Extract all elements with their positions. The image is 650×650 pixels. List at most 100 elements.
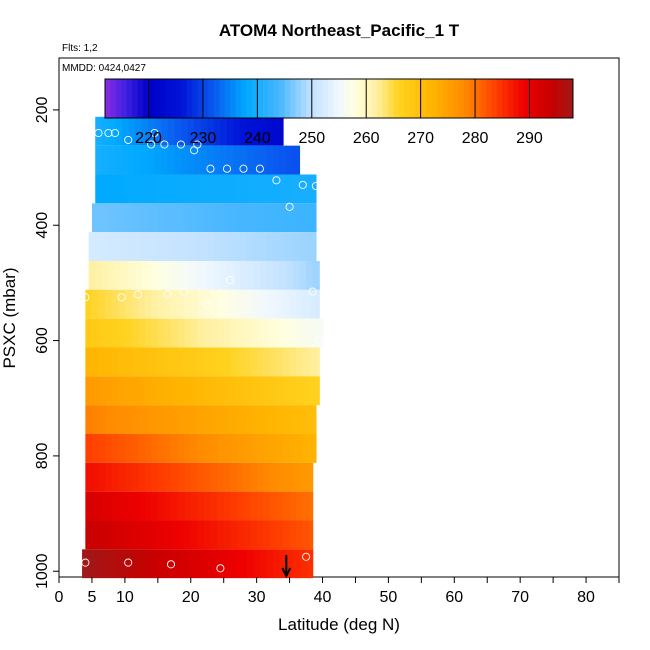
heatmap-cell: [177, 491, 185, 521]
heatmap-cell: [279, 549, 287, 579]
heatmap-cell: [95, 549, 103, 579]
heatmap-cell: [190, 433, 198, 463]
heatmap-cell: [167, 232, 175, 261]
heatmap-cell: [220, 549, 228, 579]
heatmap-cell: [138, 318, 146, 348]
heatmap-cell: [111, 462, 119, 492]
down-arrow-icon: [281, 567, 292, 579]
heatmap-cell: [286, 549, 294, 579]
heatmap-cell: [174, 232, 182, 261]
heatmap-cell: [213, 116, 222, 146]
heatmap-cell: [250, 203, 258, 233]
heatmap-cell: [269, 520, 278, 550]
heatmap-cell: [263, 462, 271, 492]
colorbar-swatch: [475, 79, 481, 118]
heatmap-cell: [115, 260, 123, 290]
heatmap-cell: [151, 347, 159, 377]
heatmap-cell: [111, 520, 119, 550]
colorbar-swatch: [431, 79, 438, 118]
heatmap-cell: [197, 491, 205, 521]
heatmap-cell: [292, 549, 301, 579]
heatmap-cell: [184, 520, 192, 550]
colorbar-swatch: [137, 79, 144, 118]
heatmap-cell: [292, 145, 301, 175]
heatmap-cell: [240, 232, 248, 261]
heatmap-cell: [138, 289, 146, 319]
colorbar-swatch: [235, 79, 242, 118]
heatmap-cell: [302, 491, 310, 521]
heatmap-cell: [286, 145, 294, 175]
heatmap-cell: [315, 376, 320, 406]
colorbar-tick-label: 270: [407, 130, 434, 147]
heatmap-cell: [164, 289, 172, 319]
heatmap-cell: [217, 462, 225, 492]
heatmap-cell: [121, 260, 129, 290]
heatmap-cell: [105, 376, 113, 406]
heatmap-cell: [180, 174, 189, 204]
heatmap-cell: [95, 260, 103, 290]
heatmap-cell: [128, 174, 136, 204]
heatmap-cell: [177, 376, 185, 406]
latitude-marker: [281, 555, 292, 579]
heatmap-cell: [101, 145, 110, 175]
heatmap-cell: [233, 116, 241, 146]
heatmap-cell: [250, 376, 258, 406]
heatmap-cell: [309, 433, 317, 463]
heatmap-cell: [98, 491, 106, 521]
heatmap-cell: [256, 376, 264, 406]
heatmap-cell: [243, 405, 251, 434]
heatmap-cell: [250, 433, 258, 463]
heatmap-layer-2: [95, 145, 301, 175]
colorbar-swatch: [426, 79, 433, 118]
heatmap-cell: [240, 116, 248, 146]
heatmap-cell: [309, 318, 317, 348]
heatmap-cell: [167, 116, 175, 146]
x-tick-label: 10: [116, 589, 134, 606]
heatmap-cell: [299, 232, 307, 261]
heatmap-cell: [184, 203, 192, 233]
heatmap-cell: [200, 145, 208, 175]
heatmap-cell: [217, 491, 225, 521]
heatmap-cell: [236, 318, 245, 348]
heatmap-cell: [111, 318, 119, 348]
heatmap-cell: [233, 174, 241, 204]
heatmap-cell: [276, 203, 284, 233]
heatmap-cell: [98, 433, 106, 463]
colorbar-swatch: [513, 79, 520, 118]
heatmap-cell: [91, 203, 100, 233]
heatmap-cell: [144, 405, 152, 434]
heatmap-cell: [296, 520, 304, 550]
heatmap-cell: [312, 232, 317, 261]
x-axis-label: Latitude (deg N): [278, 615, 400, 634]
heatmap-cell: [306, 260, 314, 290]
heatmap-cell: [266, 145, 274, 175]
colorbar-swatch: [121, 79, 128, 118]
heatmap-cell: [157, 289, 166, 319]
heatmap-cell: [203, 318, 212, 348]
heatmap-cell: [253, 174, 261, 204]
heatmap-cell: [236, 376, 245, 406]
colorbar-swatch: [251, 79, 258, 118]
heatmap-cell: [85, 520, 93, 550]
heatmap-cell: [124, 289, 133, 319]
heatmap-cell: [177, 347, 185, 377]
heatmap-cell: [302, 289, 310, 319]
heatmap-cell: [190, 289, 198, 319]
colorbar-swatch: [306, 79, 313, 118]
colorbar-swatch: [311, 79, 318, 118]
colorbar-swatch: [170, 79, 177, 118]
heatmap-cell: [91, 433, 100, 463]
heatmap-cell: [124, 520, 133, 550]
heatmap-cell: [157, 376, 166, 406]
heatmap-cell: [147, 232, 156, 261]
x-tick-label: 70: [511, 589, 529, 606]
heatmap-cell: [289, 203, 297, 233]
x-tick-label: 5: [87, 589, 96, 606]
heatmap-cell: [111, 491, 119, 521]
heatmap-cell: [283, 347, 291, 377]
heatmap-layer-14: [85, 491, 314, 521]
heatmap-cell: [283, 203, 291, 233]
heatmap-cell: [289, 462, 297, 492]
heatmap-cell: [171, 405, 179, 434]
heatmap-layer-15: [85, 520, 314, 550]
